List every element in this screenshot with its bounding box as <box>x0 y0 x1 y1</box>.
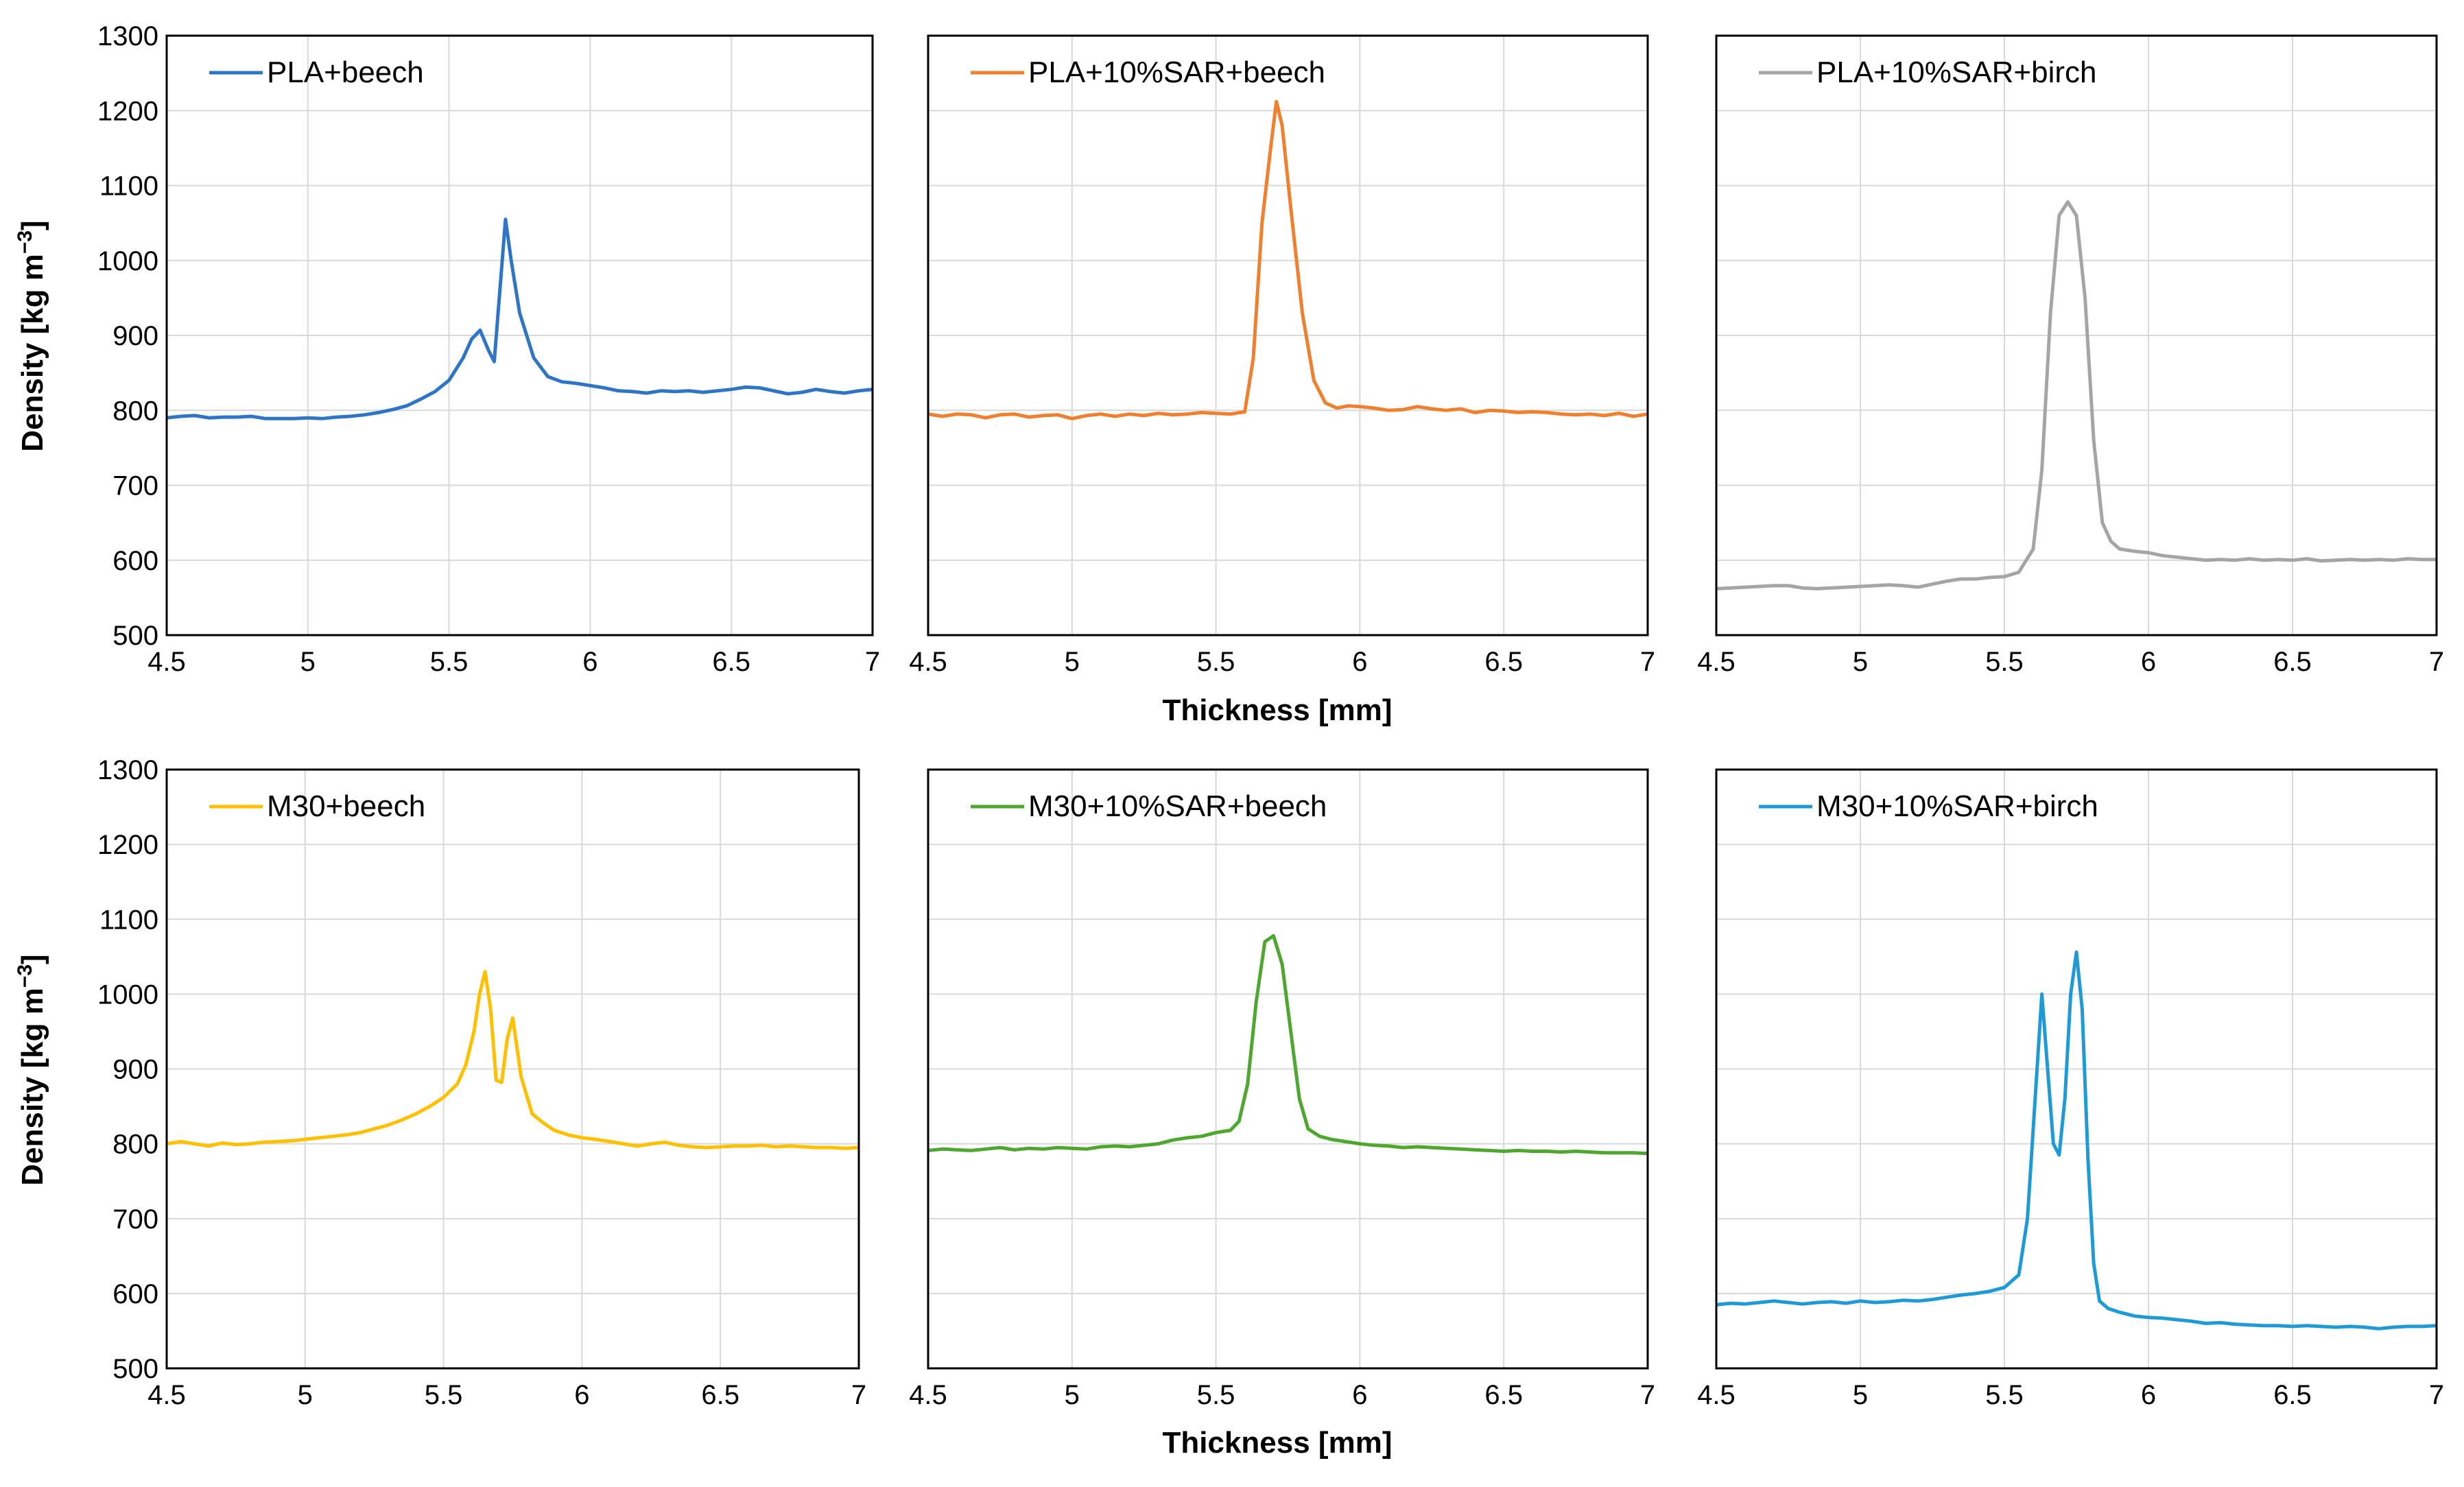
y-tick-label: 700 <box>112 471 158 501</box>
x-tick-label: 7 <box>1640 1380 1655 1410</box>
plot-frame <box>927 768 1649 1370</box>
y-tick-label: 1200 <box>97 96 158 126</box>
plot-frame <box>1715 768 2438 1370</box>
series-line <box>927 99 1648 420</box>
y-tick-label: 600 <box>112 546 158 576</box>
panel-m30-sar-birch: 4.5 5 5.5 6 6.5 7 M30+10%SAR+birch <box>1697 768 2444 1410</box>
x-tick-label: 6 <box>1352 647 1367 677</box>
plot-frame <box>1715 34 2438 637</box>
x-tick-label: 5.5 <box>425 1380 463 1410</box>
legend-label: PLA+10%SAR+beech <box>1028 56 1325 89</box>
x-tick-label: 5.5 <box>1197 647 1235 677</box>
x-tick-label: 7 <box>2429 1380 2444 1410</box>
x-tick-label: 6 <box>582 647 597 677</box>
x-tick-label: 5.5 <box>1197 1380 1235 1410</box>
series-line <box>166 970 860 1150</box>
x-tick-label: 6.5 <box>1484 647 1523 677</box>
y-tick-label: 900 <box>112 321 158 351</box>
x-tick-label: 6 <box>1352 1380 1367 1410</box>
y-tick-label: 800 <box>112 1130 158 1160</box>
x-tick-label: 6.5 <box>701 1380 739 1410</box>
y-tick-label: 1300 <box>97 755 158 785</box>
x-tick-label: 5 <box>1065 1380 1080 1410</box>
series-line <box>166 217 873 420</box>
y-tick-label: 700 <box>112 1204 158 1235</box>
y-tick-label: 800 <box>112 396 158 426</box>
x-tick-label: 5 <box>1853 1380 1868 1410</box>
x-tick-label: 6.5 <box>1484 1380 1523 1410</box>
legend-label: M30+beech <box>267 789 425 823</box>
x-tick-label: 7 <box>1640 647 1655 677</box>
y-tick-label: 600 <box>112 1279 158 1309</box>
x-tick-label: 4.5 <box>147 1380 186 1410</box>
x-tick-label: 6.5 <box>2273 647 2312 677</box>
panel-m30-sar-beech: 4.5 5 5.5 6 6.5 7 M30+10%SAR+beech <box>909 768 1655 1410</box>
x-axis-title-top: Thickness [mm] <box>1163 693 1393 727</box>
x-tick-label: 6.5 <box>712 647 750 677</box>
x-tick-label: 5 <box>1853 647 1868 677</box>
y-tick-label: 1100 <box>99 905 158 935</box>
x-tick-label: 6 <box>2141 647 2156 677</box>
x-tick-label: 5 <box>298 1380 313 1410</box>
x-tick-label: 5.5 <box>1985 647 2024 677</box>
plot-frame <box>165 34 874 637</box>
x-tick-label: 7 <box>2429 647 2444 677</box>
legend-label: PLA+beech <box>267 56 424 89</box>
x-tick-label: 6.5 <box>2273 1380 2312 1410</box>
x-tick-label: 5.5 <box>1985 1380 2024 1410</box>
series-line <box>927 933 1648 1156</box>
legend-label: M30+10%SAR+birch <box>1816 789 2098 823</box>
panel-pla-beech: 4.5 5 5.5 6 6.5 7 500 600 700 800 900 1000 1100 1200 1… <box>97 21 880 677</box>
y-tick-label: 500 <box>112 621 158 651</box>
x-tick-label: 7 <box>865 647 880 677</box>
x-tick-label: 4.5 <box>909 1380 947 1410</box>
panel-pla-sar-birch: 4.5 5 5.5 6 6.5 7 PLA+10%SAR+birch <box>1697 34 2444 677</box>
x-tick-label: 4.5 <box>147 647 186 677</box>
series-line <box>1716 200 2437 591</box>
x-tick-label: 7 <box>851 1380 866 1410</box>
y-tick-label: 1000 <box>97 246 158 276</box>
plot-frame <box>165 768 860 1370</box>
y-tick-label: 1300 <box>97 21 158 51</box>
x-tick-label: 6 <box>2141 1380 2156 1410</box>
y-axis-title-bottom: Density [kg m−3] <box>14 954 50 1185</box>
x-tick-label: 4.5 <box>1697 647 1736 677</box>
y-tick-label: 1200 <box>97 830 158 860</box>
y-tick-label: 1000 <box>97 979 158 1010</box>
series-line <box>1716 950 2437 1331</box>
x-tick-label: 5 <box>1065 647 1080 677</box>
y-axis-title-top: Density [kg m−3] <box>14 220 50 451</box>
x-axis-title-bottom: Thickness [mm] <box>1163 1426 1393 1460</box>
plot-frame <box>927 34 1649 637</box>
x-tick-label: 6 <box>574 1380 589 1410</box>
x-tick-label: 5 <box>300 647 316 677</box>
y-tick-label: 900 <box>112 1055 158 1085</box>
legend-label: M30+10%SAR+beech <box>1028 789 1327 823</box>
panel-pla-sar-beech: 4.5 5 5.5 6 6.5 7 PLA+10%SAR+beech <box>909 34 1655 677</box>
panel-m30-beech: 4.5 5 5.5 6 6.5 7 500 600 700 800 900 1000 1100 1200 1… <box>97 755 866 1410</box>
legend-label: PLA+10%SAR+birch <box>1816 56 2096 89</box>
y-tick-label: 1100 <box>99 171 158 202</box>
x-tick-label: 4.5 <box>909 647 947 677</box>
x-tick-label: 4.5 <box>1697 1380 1736 1410</box>
x-tick-label: 5.5 <box>430 647 469 677</box>
y-tick-label: 500 <box>112 1354 158 1384</box>
